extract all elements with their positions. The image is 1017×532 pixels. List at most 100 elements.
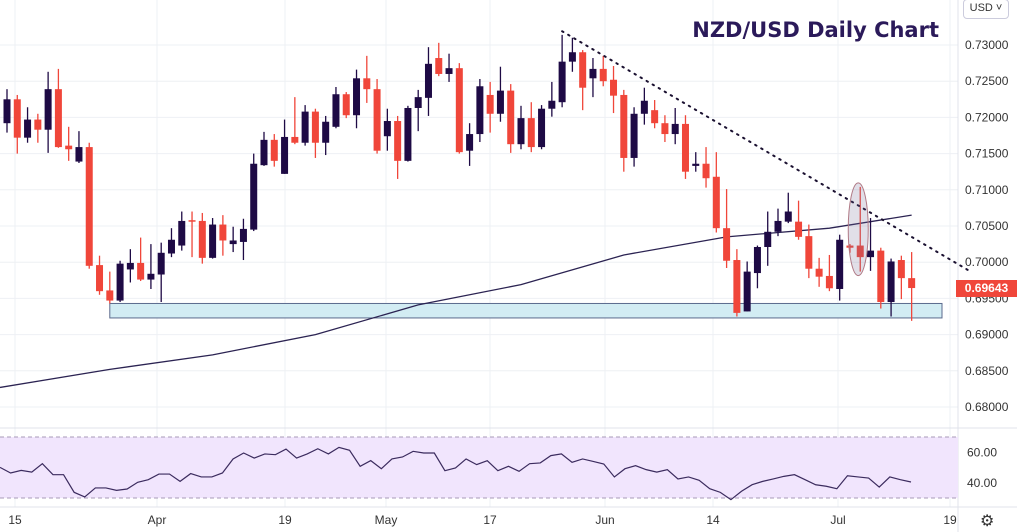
candle-body (815, 268, 823, 277)
candle-body (250, 163, 258, 230)
candle-body (805, 236, 813, 269)
support-zone (109, 302, 943, 319)
candle-body (75, 147, 83, 162)
candle-body (178, 220, 186, 246)
rsi-panel (0, 436, 958, 501)
candle-body (167, 239, 175, 254)
candle-body (877, 250, 885, 303)
candle-body (825, 275, 833, 289)
highlight-ellipse (847, 182, 869, 277)
candle-body (764, 231, 772, 247)
candle-body (496, 90, 504, 114)
last-price-label: 0.69643 (956, 280, 1017, 297)
candle-body (579, 52, 587, 88)
candle-body (466, 134, 474, 151)
price-tick-label: 0.70500 (965, 219, 1009, 233)
candle-body (270, 139, 278, 161)
candle-body (291, 136, 299, 143)
candle-body (486, 94, 494, 114)
candle-body (692, 163, 700, 166)
candle-body (897, 260, 905, 279)
candle-body (558, 61, 566, 103)
candle-body (589, 68, 597, 79)
candle-body (527, 118, 535, 148)
candle-body (342, 94, 350, 116)
candle-body (85, 147, 93, 266)
moving-average (0, 214, 912, 389)
time-tick-label: Apr (148, 513, 167, 527)
candle-body (96, 265, 104, 292)
candle-body (733, 260, 741, 313)
candle-body (13, 99, 21, 138)
candle-body (414, 97, 422, 108)
candle-body (332, 94, 340, 127)
candle-body (743, 271, 751, 312)
candle-body (383, 121, 391, 137)
candle-body (424, 63, 432, 98)
candle-body (3, 99, 11, 124)
candle-body (311, 111, 319, 143)
candle-body (723, 228, 731, 261)
time-tick-label: 19 (943, 513, 957, 527)
time-tick-label: 17 (483, 513, 497, 527)
candle-body (147, 273, 155, 280)
chart-title: NZD/USD Daily Chart (692, 18, 939, 42)
candle-body (44, 89, 52, 130)
rsi-tick-label: 40.00 (967, 476, 997, 490)
candle-body (24, 119, 32, 138)
price-axis[interactable]: 0.73000 0.72500 0.72000 0.71500 0.71000 0.705… (965, 38, 1009, 490)
time-axis[interactable]: 15 Apr 19 May 17 Jun 14 Jul 19 (8, 513, 957, 527)
candle-body (219, 224, 227, 241)
candle-body (507, 90, 515, 145)
candle-body (353, 78, 361, 116)
candle-body (404, 107, 412, 161)
time-tick-label: Jul (830, 513, 845, 527)
rsi-band (0, 437, 958, 498)
candle-body (137, 262, 145, 280)
candle-body (517, 118, 525, 145)
candle-body (548, 100, 556, 109)
candles (3, 34, 916, 321)
candle-body (784, 211, 792, 222)
candle-body (630, 113, 638, 158)
candle-body (836, 239, 844, 289)
candle-body (106, 290, 114, 301)
candle-body (260, 139, 268, 166)
candle-body (702, 163, 710, 179)
candle-body (651, 110, 659, 124)
time-tick-label: May (375, 513, 398, 527)
gear-icon[interactable]: ⚙ (980, 513, 995, 530)
candle-body (198, 220, 206, 258)
candle-body (774, 220, 782, 232)
candle-body (157, 252, 165, 275)
rsi-tick-label: 60.00 (967, 445, 997, 459)
price-tick-label: 0.72000 (965, 110, 1009, 124)
candle-body (846, 245, 854, 248)
candle-body (239, 228, 247, 242)
candle-body (681, 123, 689, 172)
candle-body (568, 52, 576, 62)
candle-body (620, 94, 628, 158)
candle-body (54, 89, 62, 148)
candle-body (281, 136, 289, 174)
candle-body (661, 123, 669, 135)
candle-body (712, 176, 720, 229)
rsi-line (0, 446, 912, 501)
candle-body (538, 108, 546, 148)
currency-selector[interactable]: USD ˅ (963, 0, 1009, 19)
time-tick-label: Jun (595, 513, 614, 527)
price-tick-label: 0.72500 (965, 74, 1009, 88)
candle-body (363, 78, 371, 90)
candle-body (65, 145, 73, 150)
price-tick-label: 0.68000 (965, 400, 1009, 414)
trendline-dotted (561, 30, 970, 272)
candle-body (795, 221, 803, 237)
candle-body (753, 246, 761, 274)
candle-body (209, 224, 217, 258)
candle-body (640, 100, 648, 114)
price-tick-label: 0.70000 (965, 255, 1009, 269)
time-tick-label: 15 (8, 513, 22, 527)
candle-body (610, 79, 618, 96)
